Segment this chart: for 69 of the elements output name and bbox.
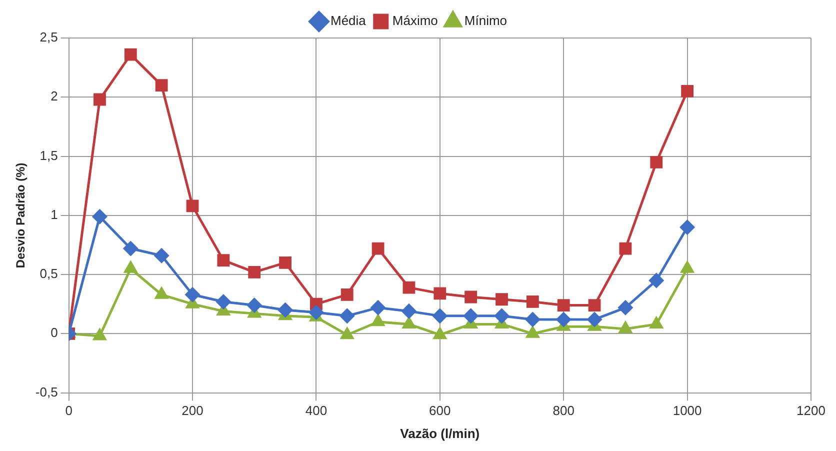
x-tick-label: 0	[65, 403, 72, 418]
point	[340, 288, 354, 301]
point	[372, 314, 384, 326]
y-tick-label: 2	[50, 88, 58, 104]
point	[217, 254, 230, 267]
point	[587, 312, 602, 327]
point	[680, 220, 695, 234]
point	[372, 242, 384, 255]
legend-label: Mínimo	[464, 13, 508, 28]
x-tick-label: 800	[552, 403, 574, 418]
point	[526, 326, 540, 338]
point	[248, 266, 261, 278]
point	[340, 308, 354, 324]
y-tick-label: 0	[50, 325, 58, 340]
point	[185, 287, 200, 302]
point	[92, 209, 107, 224]
point	[434, 287, 446, 300]
x-tick-label: 1200	[796, 403, 826, 418]
legend-label: Máximo	[392, 13, 438, 28]
point	[370, 300, 386, 315]
y-axis-title: Desvio Padrão (%)	[14, 162, 28, 268]
point	[124, 48, 137, 61]
point	[308, 305, 324, 320]
point	[155, 79, 168, 92]
point	[619, 242, 632, 255]
point	[496, 293, 508, 306]
point	[588, 299, 601, 312]
point	[402, 281, 416, 294]
point	[494, 308, 509, 324]
y-tick-label: 2,5	[40, 30, 58, 45]
legend-label: Média	[330, 13, 367, 28]
x-tick-label: 1000	[672, 403, 702, 418]
point	[526, 296, 539, 308]
point	[154, 248, 169, 263]
point	[650, 316, 663, 328]
point	[557, 299, 570, 312]
point	[464, 290, 478, 304]
point	[279, 256, 292, 269]
point	[680, 261, 694, 273]
point	[124, 261, 138, 273]
point	[556, 312, 571, 327]
y-tick-label: 1	[50, 206, 58, 222]
x-tick-label: 600	[429, 403, 451, 418]
point	[402, 316, 416, 328]
point	[649, 273, 664, 288]
point	[278, 302, 293, 318]
point	[340, 328, 354, 340]
point	[681, 85, 694, 98]
point	[93, 328, 106, 340]
point	[216, 294, 231, 309]
y-tick-label: -0,5	[35, 384, 58, 400]
x-tick-label: 400	[305, 403, 328, 418]
x-axis-title: Vazão (l/min)	[400, 426, 480, 441]
point	[619, 322, 632, 334]
point	[618, 300, 633, 315]
point	[186, 200, 199, 212]
point	[464, 308, 478, 324]
point	[155, 287, 168, 299]
y-tick-label: 0,5	[40, 266, 58, 282]
x-tick-label: 200	[182, 403, 204, 418]
point	[247, 298, 262, 313]
point	[433, 328, 446, 340]
point	[123, 241, 138, 256]
point	[650, 156, 663, 168]
point	[94, 93, 106, 106]
point	[525, 312, 540, 327]
y-tick-label: 1,5	[40, 148, 58, 163]
point	[402, 304, 416, 318]
point	[432, 308, 448, 324]
